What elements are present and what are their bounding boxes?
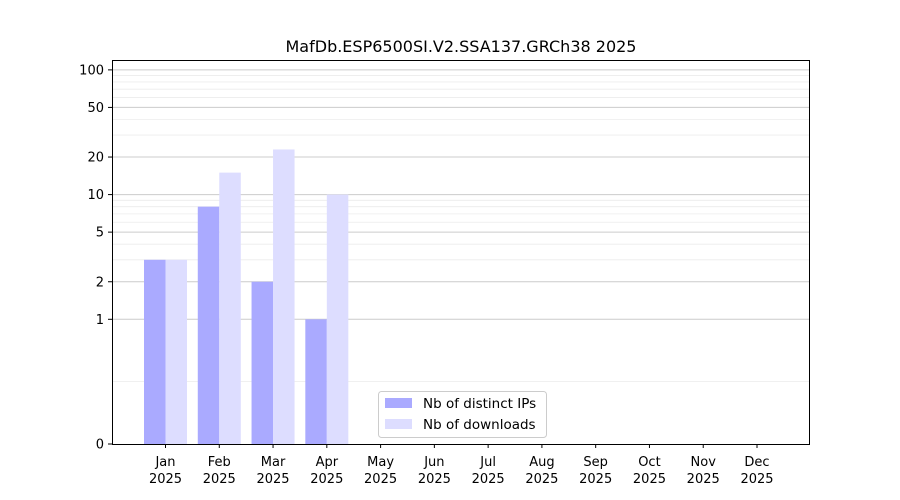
x-tick-label-month: Jan [154, 455, 175, 470]
x-tick-label-month: Aug [529, 455, 554, 470]
x-tick-label-year: 2025 [687, 472, 720, 487]
x-tick-label-year: 2025 [579, 472, 612, 487]
y-tick-label: 5 [96, 226, 104, 241]
legend-label: Nb of downloads [423, 417, 536, 433]
bar-downloads [273, 149, 295, 444]
x-tick-label-month: Feb [208, 455, 231, 470]
bar-downloads [326, 194, 349, 444]
legend: Nb of distinct IPs Nb of downloads [378, 391, 547, 438]
bar-distinct-ips [305, 319, 327, 444]
y-tick-label: 0 [96, 438, 104, 453]
y-tick-label: 100 [79, 63, 104, 78]
x-tick-label-month: Jun [423, 455, 444, 470]
x-tick-label-month: Apr [316, 455, 339, 470]
bar-distinct-ips [197, 206, 220, 444]
x-tick-label-month: Nov [691, 455, 717, 470]
x-axis: Jan 2025 Feb 2025 Mar 2025 Apr 2025 May 2025 Jun 20… [149, 444, 774, 487]
x-tick-label-year: 2025 [364, 472, 397, 487]
legend-swatch [385, 398, 412, 408]
x-tick-label-year: 2025 [633, 472, 666, 487]
x-tick-label-month: Dec [744, 455, 769, 470]
x-tick-label-year: 2025 [256, 472, 289, 487]
x-tick-label-month: Oct [638, 455, 660, 470]
legend-swatch [385, 419, 412, 429]
x-tick-label-year: 2025 [310, 472, 343, 487]
bar-downloads [219, 172, 241, 444]
y-tick-label: 50 [87, 101, 104, 116]
chart-title: MafDb.ESP6500SI.V2.SSA137.GRCh38 2025 [286, 37, 637, 56]
x-tick-label-month: Jul [479, 455, 496, 470]
bars [144, 149, 349, 444]
y-tick-label: 10 [87, 188, 104, 203]
y-axis: 0 1 2 5 10 20 50 100 [79, 63, 112, 453]
plot-frame [112, 60, 810, 445]
y-tick-label: 2 [96, 275, 104, 290]
x-tick-label-year: 2025 [418, 472, 451, 487]
x-tick-label-year: 2025 [203, 472, 236, 487]
x-tick-label-year: 2025 [525, 472, 558, 487]
legend-box [378, 391, 547, 438]
y-tick-label: 20 [87, 151, 104, 166]
x-tick-label-year: 2025 [740, 472, 773, 487]
bar-downloads [165, 259, 187, 444]
bar-distinct-ips [144, 259, 166, 444]
bar-distinct-ips [251, 281, 274, 444]
x-tick-label-month: Mar [261, 455, 286, 470]
x-tick-label-month: May [367, 455, 394, 470]
x-tick-label-year: 2025 [472, 472, 505, 487]
x-tick-label-month: Sep [583, 455, 608, 470]
y-tick-label: 1 [96, 313, 104, 328]
legend-label: Nb of distinct IPs [423, 396, 536, 412]
x-tick-label-year: 2025 [149, 472, 182, 487]
